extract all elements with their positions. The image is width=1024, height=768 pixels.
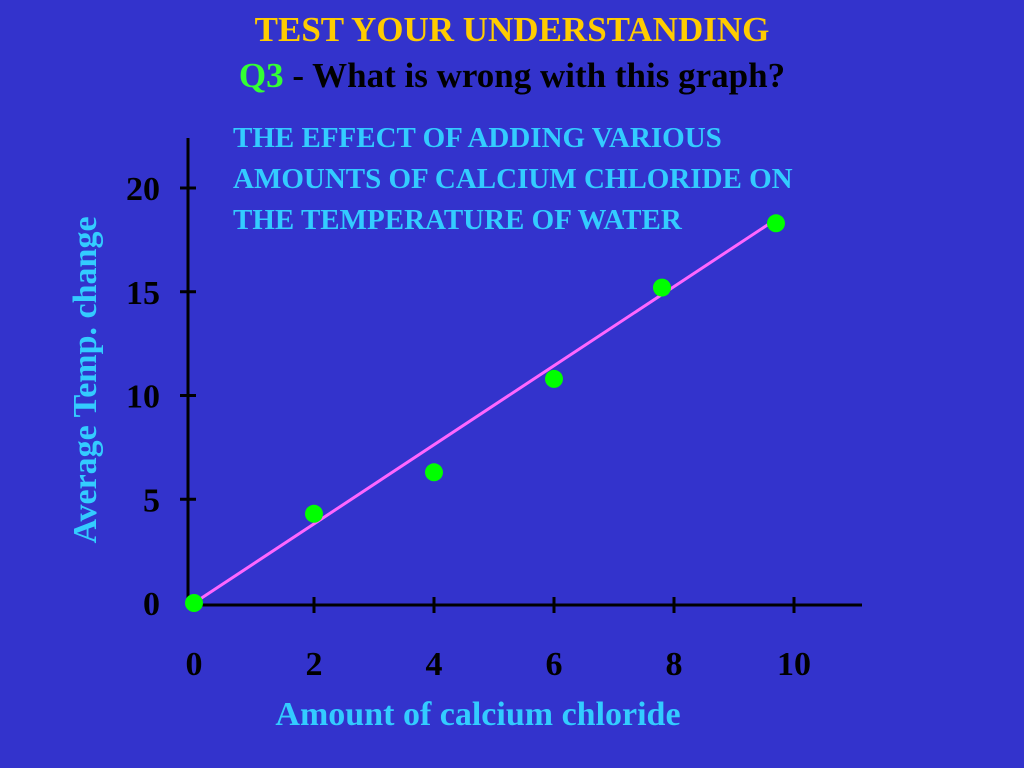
y-axis-label: Average Temp. change [67,216,104,543]
x-tick-label: 6 [546,646,563,683]
data-points [185,214,785,612]
data-point [545,369,563,388]
x-axis-label: Amount of calcium chloride [275,696,680,733]
data-point [425,463,443,482]
x-tick-label: 8 [666,646,683,683]
data-point [767,214,785,233]
data-point [653,278,671,297]
slide-heading: TEST YOUR UNDERSTANDING [254,10,770,49]
question-text: - What is wrong with this graph? [283,56,786,95]
x-tick-label: 4 [426,646,443,683]
y-tick-label: 5 [143,482,160,519]
chart-title-line: THE TEMPERATURE OF WATER [233,204,683,236]
trend-line [193,222,771,605]
chart-title-line: THE EFFECT OF ADDING VARIOUS [233,122,722,154]
trend-line-group [193,222,771,605]
x-tick-label: 10 [777,646,811,683]
chart-title-line: AMOUNTS OF CALCIUM CHLORIDE ON [233,163,793,195]
x-tick-label: 0 [186,646,203,683]
axis-ticks: 0 2 4 6 8 10 0 5 10 15 20 [126,171,811,683]
question-line: Q3 - What is wrong with this graph? [0,54,1024,98]
y-tick-label: 0 [143,586,160,623]
question-number: Q3 [238,56,284,95]
y-tick-label: 15 [126,275,160,312]
chart-title: THE EFFECT OF ADDING VARIOUS AMOUNTS OF C… [233,122,793,236]
x-tick-label: 2 [306,646,323,683]
data-point [305,504,323,523]
y-tick-label: 10 [126,379,160,416]
y-tick-label: 20 [126,171,160,208]
data-point [185,594,203,612]
